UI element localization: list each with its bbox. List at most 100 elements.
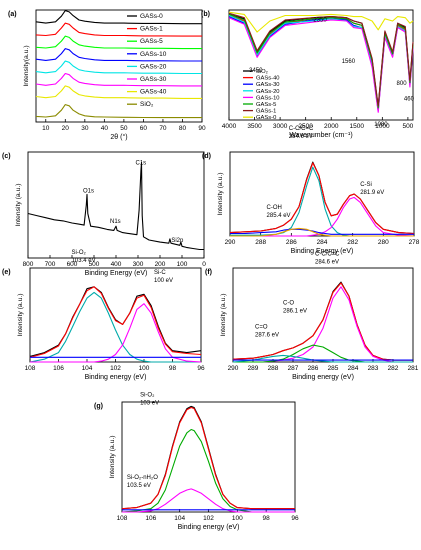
x-tick-label: 90 bbox=[198, 125, 206, 132]
x-tick-label: 281 bbox=[408, 365, 419, 372]
series-line-2 bbox=[29, 291, 201, 363]
annotation-label: 286.1 eV bbox=[283, 308, 307, 314]
series-line-2 bbox=[121, 428, 295, 513]
panel-label: (g) bbox=[94, 403, 103, 410]
x-tick-label: 282 bbox=[347, 239, 358, 246]
plot-frame bbox=[121, 401, 296, 513]
legend-label: GASs-40 bbox=[256, 76, 280, 82]
x-axis-label: Binding Energy (eV) bbox=[85, 270, 148, 277]
x-tick-label: 286 bbox=[308, 365, 319, 372]
series-line-1 bbox=[29, 286, 202, 358]
y-axis-label: Intensity (a.u.) bbox=[15, 183, 22, 226]
annotation-label: Si2p bbox=[171, 238, 184, 244]
legend-label: GASs-5 bbox=[140, 38, 163, 45]
legend-label: GASs-5 bbox=[256, 102, 276, 108]
annotation-label: 284.6 eV bbox=[289, 134, 313, 140]
panel-d: (d) 290 288 286 284 282 280 278 Binding Energy (… bbox=[202, 126, 420, 255]
series-line-sio- bbox=[35, 104, 202, 119]
panel-f: (f) 290 289 288 287 286 285 284 283 282 281 Binding… bbox=[205, 251, 419, 381]
legend-label: GASs-20 bbox=[140, 63, 167, 70]
x-tick-label: 400 bbox=[111, 261, 122, 268]
annotation-label: 1080 bbox=[374, 122, 388, 128]
x-tick-label: 287 bbox=[288, 365, 299, 372]
annotation-label: Si-O₂-nH₂O bbox=[127, 475, 158, 481]
series-line-1 bbox=[232, 282, 413, 361]
plot-frame bbox=[35, 9, 203, 123]
x-tick-label: 96 bbox=[197, 365, 205, 372]
annotation-label: 284.6 eV bbox=[315, 259, 339, 265]
x-tick-label: 1500 bbox=[350, 123, 365, 130]
x-tick-label: 3500 bbox=[247, 123, 262, 130]
x-tick-label: 280 bbox=[378, 239, 389, 246]
x-axis-label: Binding energy (eV) bbox=[292, 374, 354, 381]
panel-label: (f) bbox=[205, 269, 212, 276]
annotation-label: C-Si bbox=[360, 182, 372, 188]
x-tick-label: 102 bbox=[110, 365, 121, 372]
series-line-gass-10 bbox=[228, 17, 414, 113]
annotation-label: C-C/C=C bbox=[315, 251, 340, 257]
x-tick-label: 284 bbox=[317, 239, 328, 246]
x-tick-label: 283 bbox=[368, 365, 379, 372]
plot-frame bbox=[232, 267, 414, 363]
x-tick-label: 50 bbox=[120, 125, 128, 132]
annotation-label: C=O bbox=[255, 324, 268, 330]
x-tick-label: 285 bbox=[328, 365, 339, 372]
annotation-label: C-O bbox=[283, 300, 294, 306]
x-axis-label: Wavenumber (cm⁻¹) bbox=[289, 132, 352, 139]
series-line-gass-5 bbox=[228, 13, 414, 109]
panel-label: (b) bbox=[201, 11, 210, 18]
x-tick-label: 289 bbox=[248, 365, 259, 372]
panel-label: (e) bbox=[2, 269, 11, 276]
x-tick-label: 0 bbox=[202, 261, 206, 268]
x-axis-label: 2θ (°) bbox=[110, 133, 127, 141]
legend-label: GASs-0 bbox=[256, 115, 276, 121]
series-line-0 bbox=[29, 286, 202, 357]
annotation-label: 103.4 eV bbox=[72, 258, 96, 264]
x-tick-label: 2500 bbox=[298, 123, 313, 130]
annotation-label: N1s bbox=[110, 219, 121, 225]
annotation-label: 103 eV bbox=[140, 401, 159, 407]
panel-b: (b) 4000 3500 3000 2500 2000 1500 1000 500 Wavenu… bbox=[201, 9, 415, 139]
x-tick-label: 284 bbox=[348, 365, 359, 372]
x-tick-label: 70 bbox=[159, 125, 167, 132]
x-tick-label: 96 bbox=[291, 515, 299, 522]
annotation-label: 800 bbox=[397, 81, 408, 87]
series-line-4 bbox=[230, 228, 414, 235]
x-tick-label: 278 bbox=[409, 239, 420, 246]
legend-label: GASs-10 bbox=[140, 51, 167, 58]
annotation-label: C-C/C=C bbox=[289, 126, 314, 132]
annotation-label: 285.4 eV bbox=[267, 213, 291, 219]
annotation-label: Si-O₂ bbox=[140, 393, 155, 399]
x-tick-label: 1000 bbox=[375, 123, 390, 130]
x-tick-label: 290 bbox=[225, 239, 236, 246]
panel-a: (a) 10 20 30 40 50 60 70 80 90 2θ (°) Intensity(a.u… bbox=[8, 9, 206, 141]
legend-label: GASs-10 bbox=[256, 95, 280, 101]
x-axis-label: Binding energy (eV) bbox=[85, 374, 147, 381]
series-line-gass-0 bbox=[35, 10, 202, 25]
series-line-gass-1 bbox=[228, 12, 414, 107]
annotation-label: Si-O₂ bbox=[72, 250, 87, 256]
y-axis-label: Intensity(a.u.) bbox=[23, 45, 30, 86]
x-tick-label: 290 bbox=[228, 365, 239, 372]
annotation-label: 281.9 eV bbox=[360, 190, 384, 196]
series-line-0 bbox=[232, 281, 413, 361]
annotation-label: 287.6 eV bbox=[255, 332, 279, 338]
series-line-0 bbox=[27, 162, 204, 251]
x-axis-label: Binding energy (eV) bbox=[178, 524, 240, 531]
annotation-label: 460 bbox=[404, 97, 415, 103]
y-axis-label: Intensity (a.u.) bbox=[109, 435, 116, 478]
series-line-2 bbox=[230, 166, 414, 237]
legend-label: GASs-20 bbox=[256, 89, 280, 95]
legend-label: SiO₂ bbox=[256, 69, 268, 75]
x-tick-label: 102 bbox=[203, 515, 214, 522]
x-tick-label: 20 bbox=[62, 125, 70, 132]
x-tick-label: 98 bbox=[169, 365, 177, 372]
annotation-label: 1560 bbox=[342, 59, 356, 65]
x-tick-label: 104 bbox=[174, 515, 185, 522]
x-tick-label: 40 bbox=[101, 125, 109, 132]
annotation-label: C-OH bbox=[267, 205, 282, 211]
legend-label: GASs-30 bbox=[140, 76, 167, 83]
panel-c: (c) 800 700 600 500 400 300 200 100 0 Binding Ener… bbox=[2, 151, 206, 277]
panel-label: (c) bbox=[2, 153, 11, 160]
series-line-3 bbox=[122, 488, 295, 513]
